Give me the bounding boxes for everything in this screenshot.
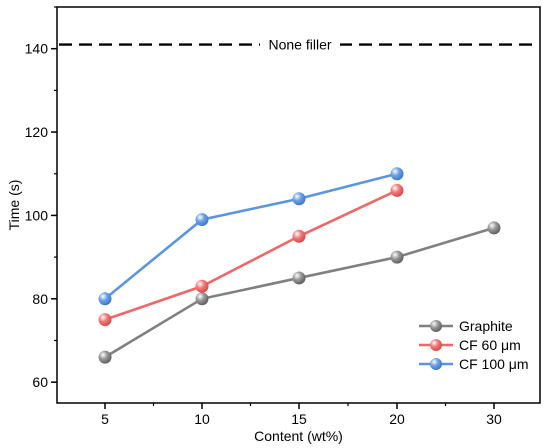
data-point: [487, 221, 501, 235]
series-layer: [98, 167, 501, 364]
y-axis-title: Time (s): [6, 180, 22, 231]
series-cf-60-m: [98, 183, 404, 327]
legend: Graphite CF 60 μm CF 100 μm: [419, 318, 529, 372]
legend-item: CF 100 μm: [419, 356, 529, 372]
data-point: [292, 192, 306, 206]
series-line: [104, 189, 398, 321]
legend-label: CF 60 μm: [459, 337, 521, 353]
data-point: [98, 350, 112, 364]
y-tick-label: 80: [32, 291, 48, 307]
none-filler-label-background: [260, 36, 340, 53]
reference-line: None filler: [59, 36, 538, 53]
data-point: [390, 250, 404, 264]
series-line: [104, 172, 398, 300]
y-axis: 60 80 100 120 140: [25, 6, 57, 390]
y-tick-label: 100: [25, 207, 49, 223]
x-axis: 5 10 15 20 30: [101, 403, 502, 427]
data-point: [195, 213, 209, 227]
x-tick-label: 10: [194, 411, 210, 427]
data-point: [195, 279, 209, 293]
series-graphite: [98, 221, 501, 364]
x-tick-label: 5: [101, 411, 109, 427]
legend-marker: [430, 358, 442, 370]
x-tick-label: 20: [389, 411, 405, 427]
series-cf-100-m: [98, 167, 404, 306]
legend-marker: [430, 320, 442, 332]
x-tick-label: 30: [486, 411, 502, 427]
legend-marker: [430, 339, 442, 351]
y-tick-label: 120: [25, 124, 49, 140]
data-point: [292, 229, 306, 243]
data-point: [390, 183, 404, 197]
data-point: [195, 292, 209, 306]
data-point: [98, 292, 112, 306]
x-axis-title: Content (wt%): [254, 428, 343, 444]
series-line: [104, 226, 495, 359]
none-filler-label: None filler: [268, 37, 331, 53]
legend-label: CF 100 μm: [459, 356, 529, 372]
x-tick-label: 15: [291, 411, 307, 427]
legend-label: Graphite: [459, 318, 513, 334]
y-tick-label: 60: [32, 374, 48, 390]
data-point: [292, 271, 306, 285]
data-point: [390, 167, 404, 181]
legend-item: Graphite: [419, 318, 513, 334]
data-point: [98, 313, 112, 327]
y-tick-label: 140: [25, 41, 49, 57]
legend-item: CF 60 μm: [419, 337, 521, 353]
